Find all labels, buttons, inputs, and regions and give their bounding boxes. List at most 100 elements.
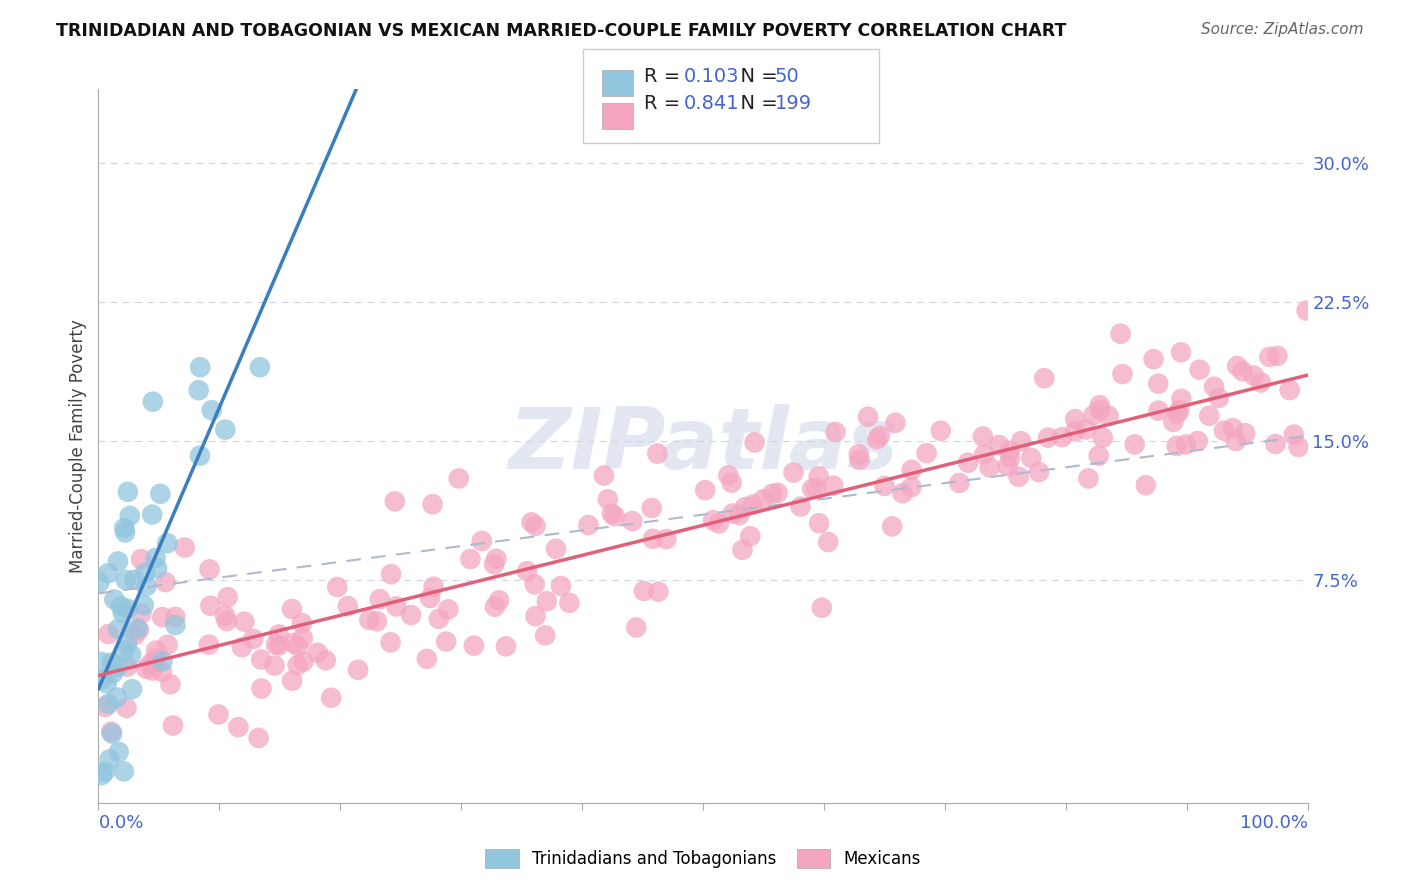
Point: [121, 682, 143, 697]
Point: [641, 532, 664, 546]
Point: [740, 529, 762, 543]
Point: [544, 541, 567, 556]
Text: N =: N =: [728, 94, 785, 112]
Point: [128, 623, 150, 637]
Point: [929, 424, 952, 438]
Point: [146, 561, 169, 575]
Point: [368, 592, 391, 607]
Point: [155, 575, 177, 590]
Point: [1010, 434, 1032, 449]
Point: [90, 655, 112, 669]
Point: [655, 532, 678, 546]
Point: [267, 627, 290, 641]
Point: [366, 615, 388, 629]
Point: [150, 610, 173, 624]
Point: [1243, 368, 1265, 383]
Point: [98, 752, 121, 766]
Point: [127, 622, 149, 636]
Point: [103, 592, 125, 607]
Point: [93, 764, 115, 779]
Point: [97, 627, 120, 641]
Point: [1033, 371, 1056, 385]
Point: [162, 718, 184, 732]
Point: [380, 635, 402, 649]
Point: [165, 618, 187, 632]
Point: [734, 500, 756, 514]
Point: [399, 608, 422, 623]
Point: [1019, 450, 1042, 465]
Point: [848, 452, 870, 467]
Point: [269, 638, 291, 652]
Point: [856, 409, 879, 424]
Point: [135, 579, 157, 593]
Point: [281, 673, 304, 688]
Point: [198, 562, 221, 576]
Point: [550, 579, 572, 593]
Point: [427, 612, 450, 626]
Text: R =: R =: [644, 67, 686, 86]
Point: [112, 521, 135, 535]
Point: [380, 567, 402, 582]
Point: [359, 613, 381, 627]
Point: [695, 483, 717, 498]
Point: [117, 659, 139, 673]
Point: [1147, 403, 1170, 417]
Point: [603, 509, 626, 524]
Point: [1222, 421, 1244, 435]
Text: 50: 50: [775, 67, 800, 86]
Point: [124, 573, 146, 587]
Text: R =: R =: [644, 94, 686, 112]
Point: [626, 620, 648, 634]
Point: [134, 566, 156, 580]
Point: [247, 731, 270, 745]
Point: [1083, 408, 1105, 422]
Point: [90, 673, 112, 687]
Point: [145, 643, 167, 657]
Point: [117, 484, 139, 499]
Point: [115, 573, 138, 587]
Text: 199: 199: [775, 94, 811, 112]
Point: [1064, 412, 1087, 426]
Point: [233, 615, 256, 629]
Point: [143, 652, 166, 666]
Point: [250, 652, 273, 666]
Point: [720, 475, 742, 490]
Point: [135, 662, 157, 676]
Point: [523, 577, 546, 591]
Point: [1166, 406, 1188, 420]
Text: Source: ZipAtlas.com: Source: ZipAtlas.com: [1201, 22, 1364, 37]
Point: [593, 468, 616, 483]
Point: [112, 644, 135, 658]
Point: [214, 608, 236, 623]
Point: [1213, 424, 1236, 438]
Text: 0.103: 0.103: [683, 67, 738, 86]
Point: [165, 610, 187, 624]
Point: [1168, 403, 1191, 417]
Point: [419, 591, 441, 605]
Point: [1198, 409, 1220, 423]
Point: [107, 554, 129, 568]
Point: [291, 616, 314, 631]
Point: [110, 599, 132, 614]
Point: [321, 690, 343, 705]
Point: [101, 726, 124, 740]
Point: [200, 599, 222, 613]
Point: [437, 602, 460, 616]
Point: [1250, 376, 1272, 390]
Point: [142, 394, 165, 409]
Point: [111, 606, 134, 620]
Point: [96, 676, 118, 690]
Point: [326, 580, 349, 594]
Point: [97, 566, 120, 581]
Point: [159, 677, 181, 691]
Point: [1175, 437, 1198, 451]
Text: N =: N =: [728, 67, 785, 86]
Point: [100, 656, 122, 670]
Point: [141, 664, 163, 678]
Point: [524, 609, 547, 624]
Point: [524, 518, 547, 533]
Point: [823, 479, 845, 493]
Point: [90, 768, 112, 782]
Point: [1008, 469, 1031, 483]
Point: [731, 542, 754, 557]
